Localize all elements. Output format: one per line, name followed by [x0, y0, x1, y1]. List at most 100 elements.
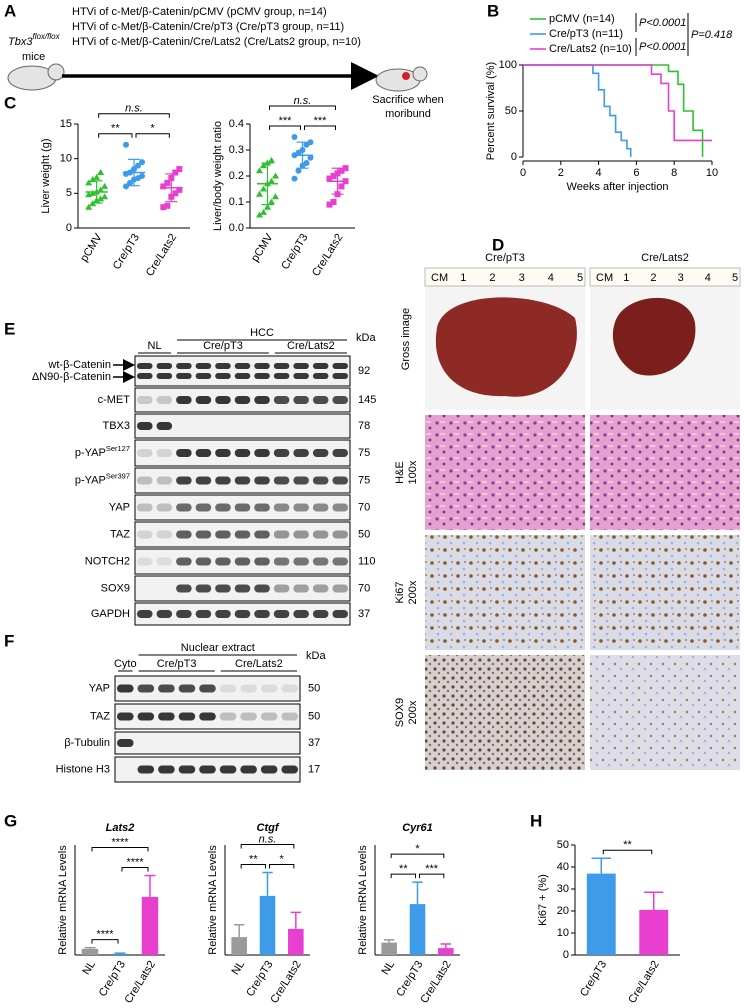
significance-label: **: [623, 839, 632, 851]
significance-label: n.s.: [259, 833, 277, 845]
band: [215, 557, 231, 566]
blot-strip: [134, 355, 351, 387]
micrograph: [590, 655, 740, 770]
band: [156, 503, 173, 512]
y-axis-label: Liver/body weight ratio: [212, 121, 224, 231]
band: [312, 396, 329, 404]
x-tick-label: Cre/pT3: [394, 959, 425, 999]
band: [312, 363, 329, 369]
band: [234, 363, 251, 369]
significance-label: n.s.: [294, 95, 312, 107]
band: [312, 449, 329, 457]
y-tick-label: 20: [557, 905, 569, 917]
legend-label: Cre/Lats2 (n=10): [549, 43, 632, 55]
endpoint-text: moribund: [385, 108, 431, 120]
band: [195, 557, 212, 566]
band: [156, 557, 173, 566]
row-label: YAP: [89, 682, 110, 694]
band: [254, 476, 270, 485]
x-tick-label: Cre/pT3: [578, 959, 609, 999]
mice-label: mice: [22, 51, 45, 63]
ruler-label: 5: [732, 272, 738, 284]
significance-label: ***: [425, 863, 439, 875]
ruler-label: 5: [577, 272, 583, 284]
ruler-label: 2: [650, 272, 656, 284]
bar: [438, 948, 454, 955]
band: [260, 765, 278, 774]
genotype: Tbx3: [8, 36, 33, 48]
band: [215, 449, 231, 457]
data-point: [139, 159, 145, 166]
protein-name: YAP: [109, 501, 130, 513]
significance-label: ****: [111, 836, 129, 848]
significance-bracket: [269, 125, 301, 130]
band: [176, 503, 192, 512]
significance-label: ***: [314, 115, 328, 127]
kda-label: 50: [358, 528, 370, 540]
band: [156, 449, 173, 457]
band: [332, 373, 348, 379]
protein-name: GAPDH: [91, 608, 130, 620]
band: [195, 476, 212, 485]
band: [254, 530, 270, 539]
band: [158, 765, 175, 774]
panel-label: C: [4, 93, 16, 112]
band: [117, 684, 134, 693]
data-point: [172, 190, 179, 197]
bar: [231, 937, 247, 955]
kda-label: 78: [358, 420, 370, 432]
kda-label: 75: [358, 474, 370, 486]
band: [137, 396, 153, 404]
row-label: β-Tubulin: [64, 737, 110, 749]
y-tick-label: 5: [66, 187, 72, 199]
x-tick-label: 8: [671, 167, 677, 179]
data-point: [295, 167, 302, 174]
data-point: [272, 193, 279, 200]
significance-label: ***: [279, 115, 293, 127]
p-value: P<0.0001: [639, 17, 686, 29]
band: [281, 712, 298, 721]
band: [332, 503, 348, 512]
band: [273, 373, 290, 379]
band: [312, 530, 329, 539]
band: [312, 557, 329, 566]
data-point: [172, 169, 179, 176]
data-point: [330, 173, 337, 179]
data-point: [97, 186, 105, 193]
band: [195, 363, 212, 369]
band: [281, 765, 298, 774]
band: [332, 449, 348, 457]
data-point: [101, 193, 109, 200]
band: [273, 476, 290, 485]
band-label: ΔN90-β-Catenin: [32, 371, 111, 383]
data-point: [123, 141, 129, 148]
band: [273, 610, 290, 618]
bar: [81, 948, 99, 955]
significance-bracket: [98, 113, 170, 118]
data-point: [160, 204, 167, 211]
data-point: [264, 203, 271, 210]
band: [234, 503, 251, 512]
band: [312, 503, 329, 512]
band: [195, 610, 212, 618]
band: [293, 396, 309, 404]
kda-label: 70: [358, 582, 370, 594]
protein-name: c-MET: [98, 394, 131, 406]
row-label: TAZ: [110, 528, 130, 540]
data-point: [260, 208, 267, 215]
band: [199, 684, 216, 693]
data-point: [176, 166, 183, 173]
injection-text: HTVi of c-Met/β-Catenin/Cre/Lats2 (Cre/L…: [72, 36, 361, 48]
row-label: NOTCH2: [85, 555, 130, 567]
band: [156, 476, 173, 485]
y-tick-label: 40: [557, 861, 569, 873]
x-tick-label: 6: [633, 167, 639, 179]
row-label: SOX9: [394, 698, 406, 727]
band: [332, 530, 348, 539]
significance-label: *: [151, 123, 156, 135]
row-label: p-YAPSer397: [75, 471, 130, 486]
band: [281, 684, 298, 693]
band: [219, 712, 237, 721]
data-point: [97, 169, 105, 176]
band: [117, 739, 134, 747]
